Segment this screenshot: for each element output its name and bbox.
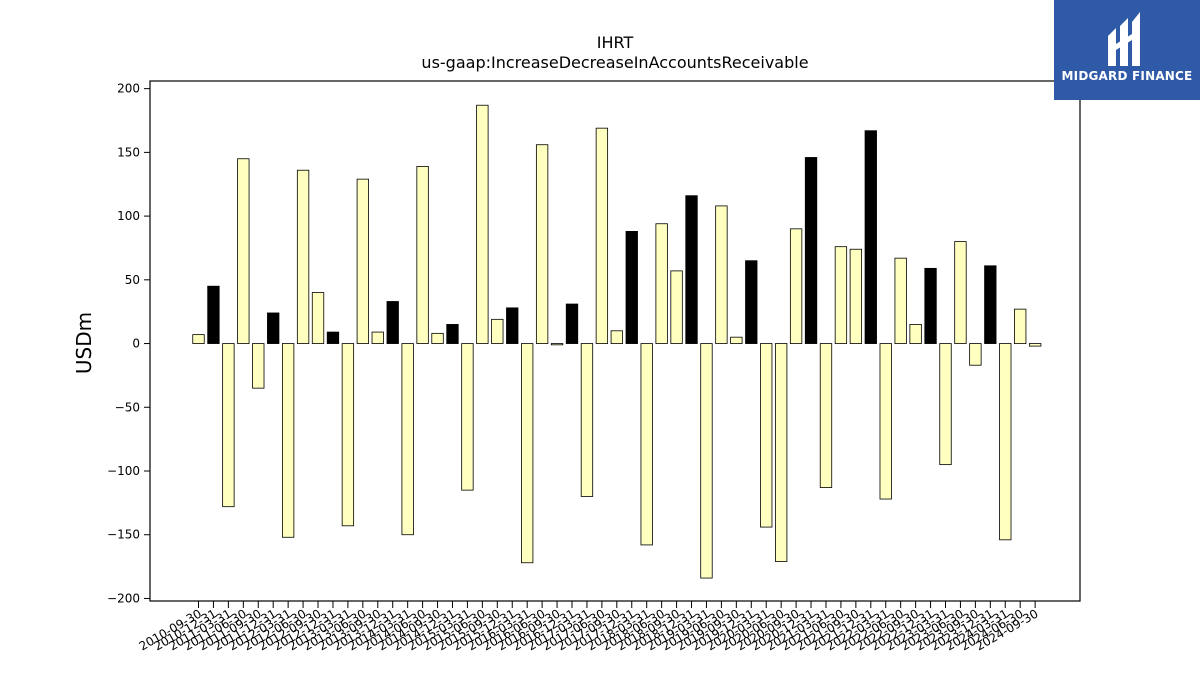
y-tick-label: 200: [117, 82, 140, 96]
bar: [550, 343, 564, 346]
bar: [311, 292, 325, 344]
bar: [969, 343, 982, 366]
bar: [745, 260, 758, 344]
bar: [984, 265, 997, 344]
bar: [580, 343, 594, 497]
bar: [954, 241, 967, 344]
bar: [326, 331, 340, 344]
brand-logo-text: MIDGARD FINANCE: [1061, 69, 1193, 83]
bar: [864, 130, 877, 344]
bar: [700, 343, 713, 579]
bar: [521, 343, 534, 564]
bar: [281, 343, 295, 538]
bar: [237, 158, 250, 344]
bar: [506, 307, 519, 344]
bar: [461, 343, 474, 491]
bar: [924, 267, 937, 344]
plot-area: −200−150−100−500501001502002010-09-30201…: [107, 82, 1042, 653]
bar: [760, 343, 773, 528]
bar: [446, 324, 459, 344]
bar: [192, 334, 205, 344]
y-tick-label: −100: [107, 464, 140, 478]
bar: [341, 343, 355, 527]
plot-frame: [149, 80, 1081, 602]
brand-logo: MIDGARD FINANCE: [1054, 0, 1200, 100]
bar: [715, 205, 728, 344]
y-axis-label: USDm: [72, 312, 96, 374]
bar: [909, 324, 922, 344]
y-tick-label: 0: [132, 337, 140, 351]
bar: [207, 285, 220, 344]
bar: [535, 144, 549, 344]
bar: [939, 343, 952, 466]
bar: [999, 343, 1012, 541]
bar: [655, 223, 668, 344]
chart-subtitle: us-gaap:IncreaseDecreaseInAccountsReceiv…: [421, 53, 808, 72]
bar: [685, 195, 698, 344]
chart-title: IHRT: [597, 33, 634, 52]
bar: [789, 228, 803, 344]
bar: [834, 246, 848, 344]
bar: [819, 343, 833, 488]
bar: [491, 318, 504, 344]
bar: [401, 343, 414, 536]
y-tick-label: −50: [115, 400, 140, 414]
bar: [252, 343, 265, 389]
y-tick-label: −150: [107, 528, 140, 542]
bar: [296, 169, 310, 344]
bar: [610, 330, 623, 344]
y-tick-label: −200: [107, 591, 140, 605]
bar: [804, 157, 818, 344]
midgard-logo-icon: [1108, 12, 1140, 66]
bar: [222, 343, 235, 508]
bar: [730, 336, 743, 344]
y-tick-label: 150: [117, 145, 140, 159]
bar: [595, 127, 609, 344]
bar: [849, 248, 863, 344]
bar: [565, 303, 579, 344]
bar: [625, 230, 638, 344]
bar: [1028, 343, 1042, 347]
bar: [386, 301, 399, 344]
bar: [775, 343, 788, 562]
bar: [371, 331, 384, 344]
bar: [431, 332, 444, 344]
bar: [416, 165, 429, 344]
bar: [476, 104, 489, 344]
bar: [879, 343, 892, 500]
bar: [670, 270, 683, 344]
y-tick-label: 100: [117, 209, 140, 223]
bar: [1014, 308, 1027, 344]
y-tick-label: 50: [125, 273, 140, 287]
bar: [894, 257, 907, 344]
bar: [267, 312, 280, 344]
bar: [640, 343, 653, 546]
bar: [356, 178, 369, 344]
